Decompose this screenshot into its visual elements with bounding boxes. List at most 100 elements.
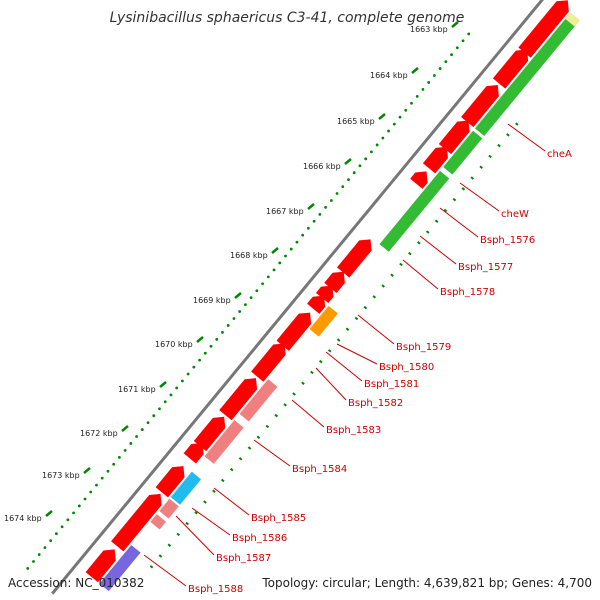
cds-forward-9 [307, 295, 326, 314]
tick-dash [506, 133, 510, 137]
tick-dot [347, 178, 350, 182]
gene-leader-line [325, 351, 363, 382]
tick-dot [398, 115, 402, 119]
tick-major-mark [83, 467, 91, 474]
tick-dot [272, 268, 276, 272]
gene-label: cheA [547, 149, 572, 160]
tick-dot [215, 337, 219, 341]
gene-label: Bsph_1580 [379, 362, 434, 373]
gene-leader-line [315, 367, 347, 401]
tick-dash [301, 381, 305, 385]
cds-green-2 [379, 170, 450, 252]
gene-label: Bsph_1577 [458, 262, 513, 273]
tick-label: 1663 kbp [410, 25, 448, 34]
tick-dot [203, 351, 207, 355]
tick-dot [95, 483, 98, 487]
tick-dot [369, 150, 373, 154]
tick-dot [60, 525, 64, 529]
tick-dot [123, 449, 127, 452]
cds-forward-8 [315, 285, 334, 304]
backbone-line [51, 0, 544, 595]
tick-dot [163, 400, 167, 404]
tick-dash [265, 424, 270, 429]
cds-forward-7 [324, 271, 345, 293]
tick-dot [66, 518, 70, 522]
tick-major-mark [344, 158, 352, 165]
map-title: Lysinibacillus sphaericus C3-41, complet… [110, 10, 465, 26]
tick-major-mark [234, 292, 242, 299]
tick-dot [140, 428, 144, 431]
tick-dot [450, 53, 453, 57]
tick-dot [192, 365, 196, 369]
tick-label: 1669 kbp [193, 296, 231, 305]
tick-dot [461, 39, 465, 43]
gene-leader-line [439, 207, 479, 238]
cds-forward-11 [251, 343, 286, 382]
tick-dot [444, 60, 448, 64]
tick-dash [488, 154, 492, 159]
tick-dot [100, 476, 104, 480]
tick-dash [479, 165, 483, 169]
tick-dot [266, 275, 270, 279]
cds-cyan [170, 471, 202, 505]
tick-marks: 1663 kbp 1664 kbp 1665 kbp 1666 kbp 1667 kbp… [4, 21, 519, 570]
tick-dash [452, 197, 457, 202]
tick-dash [417, 241, 421, 245]
tick-dot [169, 393, 173, 397]
gene-label: cheW [501, 209, 529, 220]
tick-dash [292, 392, 296, 396]
tick-dash [399, 262, 403, 267]
tick-major-mark [45, 510, 53, 517]
gene-leader-line [175, 515, 215, 556]
gene-label: Bsph_1586 [232, 533, 287, 544]
tick-dot [404, 108, 408, 112]
tick-dot [49, 539, 53, 543]
tick-dot [186, 372, 190, 376]
tick-label: 1672 kbp [80, 429, 118, 438]
tick-dot [255, 289, 259, 293]
tick-dot [312, 219, 316, 223]
tick-label: 1671 kbp [118, 385, 156, 394]
gene-labels: cheA cheW Bsph_1576 Bsph_1577 Bsph_1578 Bsph_… [143, 123, 572, 595]
tick-dot [438, 67, 442, 70]
tick-dash [515, 122, 519, 126]
tick-dash [372, 295, 377, 299]
tick-dash [381, 284, 385, 288]
tick-major-mark [159, 381, 167, 388]
tick-major-mark [271, 247, 279, 254]
tick-dash [354, 316, 359, 321]
tick-dash [158, 554, 163, 558]
genome-summary: Topology: circular; Length: 4,639,821 bp… [261, 576, 592, 590]
cds-forward-3 [438, 120, 470, 155]
cds-salmon-4 [150, 514, 167, 530]
tick-dot [152, 414, 156, 418]
tick-dot [352, 171, 356, 175]
cds-forward-0 [518, 0, 569, 58]
cds-salmon-1 [239, 379, 278, 422]
tick-dot [261, 282, 264, 286]
tick-dot [77, 504, 81, 508]
cds-salmon-2 [204, 420, 244, 464]
gene-label: Bsph_1578 [440, 287, 495, 298]
cds-forward-5 [410, 171, 428, 189]
gene-label: Bsph_1582 [348, 398, 403, 409]
tick-dot [324, 206, 327, 209]
tick-dash [470, 176, 475, 180]
tick-dot [364, 157, 368, 161]
tick-major-mark [378, 113, 386, 120]
tick-dot [43, 546, 47, 549]
tick-dot [117, 455, 121, 459]
accession-text: Accession: NC_010382 [8, 576, 144, 590]
gene-leader-line [191, 507, 231, 536]
tick-label: 1668 kbp [230, 251, 268, 260]
tick-dot [158, 407, 161, 411]
gene-label: Bsph_1583 [326, 425, 381, 436]
tick-dot [72, 511, 75, 515]
tick-dot [135, 435, 138, 438]
tick-dash [220, 478, 225, 483]
tick-dash [425, 230, 430, 234]
tick-dash [443, 208, 448, 213]
tick-dot [329, 199, 333, 202]
feature-tracks [51, 0, 580, 595]
